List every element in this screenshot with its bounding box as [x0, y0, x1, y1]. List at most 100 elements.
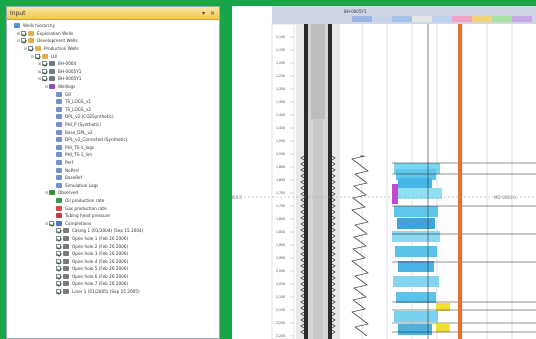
tree-item[interactable]: Liner 1 (01/2005) (Sep 15 2005)	[7, 288, 219, 296]
perforation-mark	[300, 221, 305, 227]
visibility-checkbox[interactable]	[56, 273, 61, 279]
tree-item[interactable]: ⊞ Exploration Wells	[7, 30, 219, 38]
tree-item[interactable]: Tubing head pressure	[7, 212, 219, 220]
log-icon	[56, 175, 62, 181]
tree-item-label: BaseRef	[65, 175, 82, 181]
tree-item[interactable]: ⊟ BH-0005Y1	[7, 75, 219, 83]
depth-tick-label: 1,900	[276, 243, 285, 247]
depth-tick-label: 2,250	[276, 334, 285, 338]
tree-item[interactable]: BaseRef	[7, 174, 219, 182]
tree-item[interactable]: Open hole 2 (Feb 26 2006)	[7, 242, 219, 250]
log-icon	[56, 159, 62, 165]
expand-toggle-icon[interactable]: ⊟	[16, 38, 21, 44]
tree-item[interactable]: ⊟ Welllogs	[7, 83, 219, 91]
tree-item-label: Development Wells	[37, 38, 78, 44]
tree-item[interactable]: GR	[7, 90, 219, 98]
visibility-checkbox[interactable]	[56, 266, 61, 272]
tree-item[interactable]: Base_DPL_v2	[7, 128, 219, 136]
expand-toggle-icon[interactable]: ⊟	[30, 53, 35, 59]
depth-tick-label: 1,100	[276, 35, 285, 39]
tree-item-label: BH-0005Y1	[58, 76, 82, 82]
visibility-checkbox[interactable]	[56, 243, 61, 249]
tree-item[interactable]: Open hole 4 (Feb 26 2006)	[7, 257, 219, 265]
tree-item[interactable]: TS_LOGS_v1	[7, 98, 219, 106]
visibility-checkbox[interactable]	[42, 68, 47, 74]
tree-item[interactable]: PHI_TS-1_logs	[7, 144, 219, 152]
expand-toggle-icon[interactable]: ⊞	[16, 30, 21, 36]
tree-view[interactable]: Wells hierarchy ⊞ Exploration Wells ⊟ Develo…	[7, 20, 219, 295]
perforation-mark	[300, 227, 305, 233]
tree-item[interactable]: Oil production rate	[7, 197, 219, 205]
perforation-mark	[300, 161, 305, 167]
tree-item[interactable]: PHI_P (Synthetic)	[7, 121, 219, 129]
visibility-checkbox[interactable]	[42, 61, 47, 67]
expand-toggle-icon[interactable]: ⊞	[37, 61, 42, 67]
visibility-checkbox[interactable]	[56, 281, 61, 287]
tree-item[interactable]: ⊞ BH-0004	[7, 60, 219, 68]
tree-item[interactable]: ⊟ Observed	[7, 189, 219, 197]
header-color-swatch	[512, 16, 532, 22]
tree-item-label: Simulation Logs	[65, 182, 99, 188]
perforation-mark	[331, 167, 336, 173]
tree-item[interactable]: Open hole 7 (Feb 26 2006)	[7, 280, 219, 288]
tree-item-label: Welllogs	[58, 84, 76, 90]
tree-item[interactable]: Open hole 1 (Feb 26 2006)	[7, 235, 219, 243]
tree-item[interactable]: PHI_TS-1_lim	[7, 151, 219, 159]
tree-item[interactable]: DPL_v2 (CO2Synthetic)	[7, 113, 219, 121]
tree-item-label: Base_DPL_v2	[65, 129, 93, 135]
well-log-panel[interactable]: BH-0005Y1 1,100 1,150 1,200 1,250 1,300 1,350 1…	[232, 6, 536, 339]
tree-item[interactable]: Open hole 3 (Feb 26 2006)	[7, 250, 219, 258]
perforation-mark	[300, 287, 305, 293]
close-icon[interactable]: ×	[209, 9, 216, 17]
tree-item[interactable]: Open hole 6 (Feb 26 2006)	[7, 273, 219, 281]
tree-item[interactable]: TS_LOGS_v2	[7, 106, 219, 114]
tree-item[interactable]: ⊞ BH-0005Y1	[7, 68, 219, 76]
visibility-checkbox[interactable]	[56, 289, 61, 295]
visibility-checkbox[interactable]	[56, 228, 61, 234]
panel-title: Input	[10, 9, 26, 17]
visibility-checkbox[interactable]	[56, 258, 61, 264]
perforation-mark	[331, 227, 336, 233]
tree-item[interactable]: Casing 1 (01/2004) (Sep 15 2004)	[7, 227, 219, 235]
tree-item[interactable]: ⊟ Completions	[7, 219, 219, 227]
expand-toggle-icon[interactable]: ⊟	[44, 84, 49, 90]
tree-item[interactable]: ⊟ LUI	[7, 52, 219, 60]
tree-item[interactable]: Perf	[7, 159, 219, 167]
visibility-checkbox[interactable]	[35, 53, 40, 59]
visibility-checkbox[interactable]	[56, 251, 61, 257]
visibility-checkbox[interactable]	[49, 220, 54, 226]
well-section-canvas[interactable]: BH-0005Y1 1,100 1,150 1,200 1,250 1,300 1,350 1…	[232, 6, 536, 339]
rate-icon	[56, 197, 62, 203]
md-marker-label-left: MD 1850.0	[232, 195, 242, 200]
perforation-mark	[300, 233, 305, 239]
tree-item[interactable]: ⊟ Production Wells	[7, 45, 219, 53]
well-icon	[49, 76, 55, 82]
perforation-mark	[300, 197, 305, 203]
tree-item-label: DPL_v2 (CO2Synthetic)	[65, 114, 114, 120]
visibility-checkbox[interactable]	[21, 38, 26, 44]
visibility-checkbox[interactable]	[56, 235, 61, 241]
perforation-mark	[331, 251, 336, 257]
expand-toggle-icon[interactable]: ⊟	[44, 190, 49, 196]
tree-item[interactable]: ⊟ Development Wells	[7, 37, 219, 45]
tree-item[interactable]: Gas production rate	[7, 204, 219, 212]
expand-toggle-icon[interactable]: ⊟	[44, 220, 49, 226]
tree-item[interactable]: Open hole 5 (Feb 26 2006)	[7, 265, 219, 273]
pin-icon[interactable]: ▾	[201, 9, 205, 17]
tree-item[interactable]: DPL_v2_Corrected (Synthetic)	[7, 136, 219, 144]
expand-toggle-icon[interactable]: ⊟	[37, 76, 42, 82]
tree-item-label: DPL_v2_Corrected (Synthetic)	[65, 137, 128, 143]
tree-item-label: NoPerf	[65, 167, 79, 173]
expand-toggle-icon[interactable]: ⊟	[23, 46, 28, 52]
depth-tick-label: 1,800	[276, 217, 285, 221]
visibility-checkbox[interactable]	[42, 76, 47, 82]
tree-item[interactable]: NoPerf	[7, 166, 219, 174]
tree-item[interactable]: Simulation Logs	[7, 181, 219, 189]
visibility-checkbox[interactable]	[28, 46, 33, 52]
depth-tick-label: 1,750	[276, 204, 285, 208]
tree-item[interactable]: Wells hierarchy	[7, 22, 219, 30]
expand-toggle-icon[interactable]: ⊞	[37, 68, 42, 74]
visibility-checkbox[interactable]	[21, 30, 26, 36]
depth-track	[271, 23, 295, 339]
perforation-mark	[331, 317, 336, 323]
